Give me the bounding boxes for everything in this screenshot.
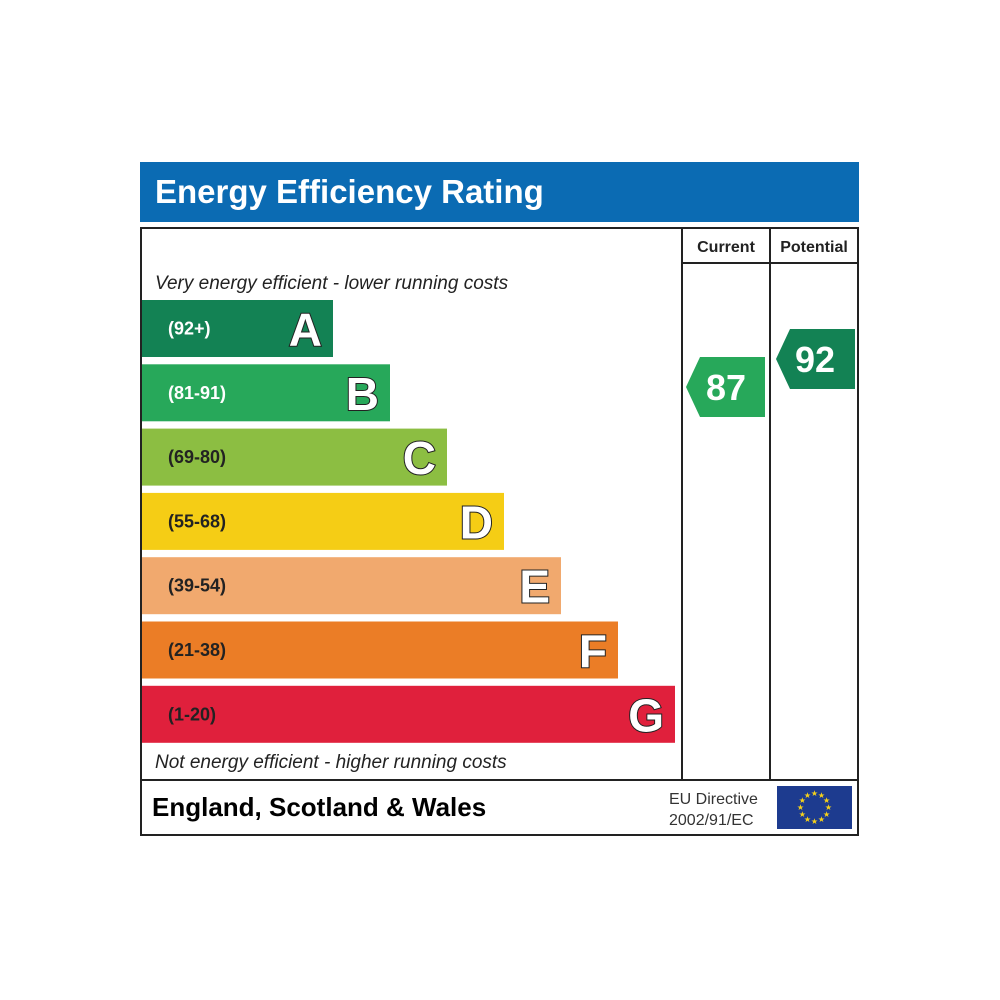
band-range-c: (69-80) (168, 447, 226, 467)
band-bar-f (142, 621, 618, 679)
band-f: (21-38) F (142, 621, 618, 679)
band-e: (39-54) E (142, 557, 561, 615)
eu-star-icon: ★ (799, 796, 806, 805)
band-bar-d (142, 492, 504, 550)
potential-rating-marker: 92 (776, 329, 855, 389)
eu-star-icon: ★ (797, 803, 804, 812)
potential-score: 92 (795, 339, 835, 380)
eu-star-icon: ★ (818, 815, 825, 824)
band-letter-f: F (579, 625, 607, 677)
band-bar-e (142, 557, 561, 615)
eu-star-icon: ★ (823, 796, 830, 805)
band-range-b: (81-91) (168, 383, 226, 403)
band-range-e: (39-54) (168, 576, 226, 596)
band-range-d: (55-68) (168, 511, 226, 531)
current-arrow (686, 357, 765, 417)
eu-star-icon: ★ (825, 803, 832, 812)
column-header-potential: Potential (780, 239, 848, 256)
band-g: (1-20) G (142, 685, 675, 743)
band-c: (69-80) C (142, 428, 447, 486)
band-letter-b: B (346, 368, 379, 420)
eu-star-icon: ★ (818, 791, 825, 800)
directive-line-1: EU Directive (669, 791, 758, 808)
eu-star-icon: ★ (823, 810, 830, 819)
rating-bands: (92+) A (81-91) B (69-80) C (55-68) D (39-54) E (2… (142, 300, 675, 743)
bottom-caption: Not energy efficient - higher running co… (155, 752, 507, 773)
top-caption: Very energy efficient - lower running co… (155, 273, 509, 294)
current-rating-marker: 87 (686, 357, 765, 417)
eu-star-icon: ★ (804, 815, 811, 824)
current-score: 87 (706, 367, 746, 408)
band-range-g: (1-20) (168, 704, 216, 724)
chart-title: Energy Efficiency Rating (155, 173, 544, 210)
band-a: (92+) A (142, 300, 333, 357)
band-range-a: (92+) (168, 319, 211, 339)
column-header-current: Current (697, 239, 755, 256)
band-range-f: (21-38) (168, 640, 226, 660)
band-d: (55-68) D (142, 492, 504, 550)
eu-stars-icon: ★ ★★★★★★★★★★★ (797, 789, 832, 826)
eu-flag-icon (777, 786, 852, 829)
band-bar-b (142, 364, 390, 422)
band-letter-e: E (519, 561, 550, 613)
eu-star-icon: ★ (804, 791, 811, 800)
header-bar (140, 162, 859, 222)
band-letter-c: C (403, 432, 436, 484)
eu-star-icon: ★ (811, 817, 818, 826)
band-letter-g: G (628, 689, 664, 741)
region-label: England, Scotland & Wales (152, 792, 486, 822)
band-bar-g (142, 685, 675, 743)
potential-arrow (776, 329, 855, 389)
band-b: (81-91) B (142, 364, 390, 422)
band-letter-a: A (289, 304, 322, 356)
directive-line-2: 2002/91/EC (669, 812, 754, 829)
eu-star-icon: ★ (811, 789, 818, 798)
band-bar-c (142, 428, 447, 486)
band-letter-d: D (460, 496, 493, 548)
band-bar-a (142, 300, 333, 357)
eu-star-icon: ★ (799, 810, 806, 819)
